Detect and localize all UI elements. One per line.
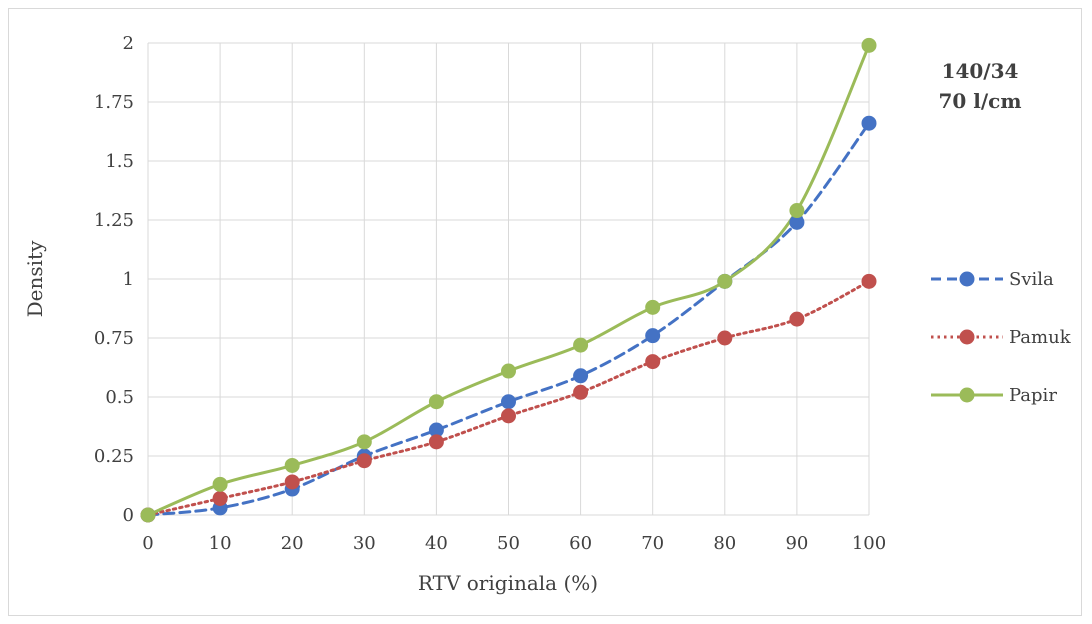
data-point-papir <box>212 476 228 492</box>
y-tick-label: 2 <box>123 33 134 54</box>
y-tick-label: 0.25 <box>94 446 134 467</box>
gridlines <box>147 42 870 516</box>
data-point-pamuk <box>573 384 589 400</box>
legend-label: Svila <box>1009 269 1054 290</box>
x-tick-label: 40 <box>425 533 448 554</box>
data-point-svila <box>645 328 661 344</box>
data-point-svila <box>501 394 516 410</box>
x-axis-title: RTV originala (%) <box>418 571 598 595</box>
data-point-papir <box>861 37 877 53</box>
x-tick-label: 50 <box>497 533 520 554</box>
chart-annotation: 140/34 70 l/cm <box>938 59 1021 113</box>
legend-item-papir: Papir <box>931 385 1057 406</box>
data-point-papir <box>501 363 516 379</box>
series-markers <box>140 37 877 523</box>
x-axis-tick-labels: 0 10 20 30 40 50 60 70 80 90 100 <box>142 533 886 554</box>
legend-item-svila: Svila <box>931 269 1054 290</box>
annotation-line-2: 70 l/cm <box>938 89 1021 113</box>
data-point-svila <box>428 422 444 438</box>
x-tick-label: 70 <box>641 533 664 554</box>
legend-marker <box>959 271 975 287</box>
data-point-pamuk <box>356 453 372 469</box>
x-tick-label: 10 <box>209 533 232 554</box>
y-tick-label: 0 <box>123 505 134 526</box>
x-tick-label: 20 <box>281 533 304 554</box>
y-tick-label: 1 <box>123 269 134 290</box>
data-point-papir <box>573 337 589 353</box>
data-point-pamuk <box>212 490 228 506</box>
legend: Svila Pamuk Papir <box>931 269 1072 406</box>
data-point-papir <box>717 273 733 289</box>
y-axis-title: Density <box>23 240 47 317</box>
legend-item-pamuk: Pamuk <box>931 327 1072 348</box>
y-tick-label: 1.75 <box>94 92 134 113</box>
x-tick-label: 100 <box>852 533 886 554</box>
legend-label: Papir <box>1009 385 1057 406</box>
x-tick-label: 0 <box>142 533 153 554</box>
x-tick-label: 30 <box>353 533 376 554</box>
data-point-papir <box>284 457 300 473</box>
annotation-line-1: 140/34 <box>942 59 1019 83</box>
legend-marker <box>959 387 975 403</box>
data-point-papir <box>645 299 661 315</box>
y-axis-tick-labels: 0 0.25 0.5 0.75 1 1.25 1.5 1.75 2 <box>94 33 134 526</box>
data-point-svila <box>573 368 589 384</box>
data-point-pamuk <box>717 330 733 346</box>
x-tick-label: 60 <box>569 533 592 554</box>
data-point-pamuk <box>645 354 661 370</box>
data-point-papir <box>789 203 805 219</box>
data-point-pamuk <box>501 408 516 424</box>
data-point-svila <box>861 115 877 131</box>
legend-marker <box>959 329 975 345</box>
x-tick-label: 80 <box>713 533 736 554</box>
data-point-pamuk <box>284 474 300 490</box>
legend-label: Pamuk <box>1009 327 1072 348</box>
data-point-svila <box>789 214 805 230</box>
y-tick-label: 0.75 <box>94 328 134 349</box>
y-tick-label: 1.5 <box>105 151 134 172</box>
data-point-pamuk <box>789 311 805 327</box>
data-point-papir <box>428 394 444 410</box>
x-tick-label: 90 <box>785 533 808 554</box>
data-point-papir <box>140 507 156 523</box>
series-line-papir <box>146 43 871 517</box>
y-tick-label: 0.5 <box>105 387 134 408</box>
data-point-papir <box>356 434 372 450</box>
data-point-pamuk <box>861 273 877 289</box>
y-tick-label: 1.25 <box>94 210 134 231</box>
data-point-pamuk <box>428 434 444 450</box>
